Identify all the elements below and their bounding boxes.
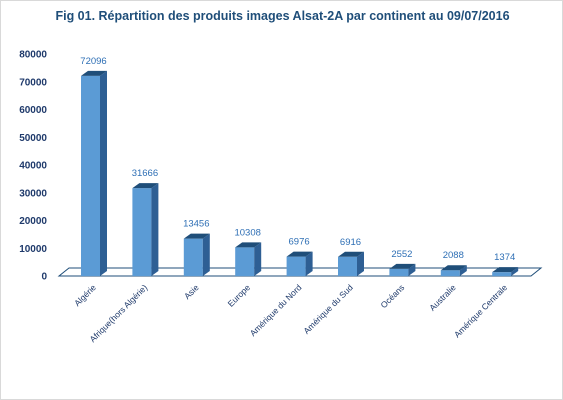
bar-1: [132, 183, 159, 276]
x-tick-label: Asie: [182, 282, 201, 301]
bar-side: [100, 70, 107, 277]
x-tick-label: Océans: [379, 282, 407, 310]
bar-front: [338, 256, 357, 276]
bar-top: [81, 70, 107, 76]
x-tick-label: Europe: [226, 282, 253, 309]
y-tick-label: 20000: [19, 216, 47, 227]
bar-3: [235, 242, 262, 276]
x-tick-label: Amérique Centrale: [452, 282, 509, 339]
bar-front: [81, 75, 100, 277]
bar-front: [389, 268, 409, 276]
data-label: 1374: [494, 252, 515, 263]
data-label: 2088: [443, 250, 464, 261]
data-label: 31666: [132, 168, 158, 179]
y-tick-label: 70000: [19, 77, 47, 88]
data-label: 72096: [80, 56, 106, 67]
chart-title: Fig 01. Répartition des produits images …: [55, 9, 510, 23]
bar-6: [389, 263, 416, 276]
bar-top: [132, 183, 159, 189]
bar-front: [235, 247, 255, 276]
data-label: 2552: [391, 249, 412, 260]
bar-front: [492, 272, 512, 276]
bar-top: [389, 263, 416, 269]
data-label: 10308: [234, 227, 260, 238]
y-tick-label: 10000: [19, 244, 47, 255]
y-tick-label: 80000: [19, 50, 47, 61]
bar-top: [235, 242, 262, 248]
y-tick-label: 30000: [19, 188, 47, 199]
bar-side: [254, 242, 262, 276]
bar-top: [440, 265, 467, 271]
y-tick-label: 50000: [19, 133, 47, 144]
bar-8: [492, 267, 519, 276]
bar-7: [440, 265, 467, 276]
y-tick-label: 0: [41, 272, 47, 283]
bar-top: [286, 251, 313, 257]
bar-2: [183, 233, 210, 276]
x-tick-label: Afrique(hors Algérie): [87, 282, 149, 344]
bar-side: [511, 267, 519, 276]
data-label: 6976: [289, 237, 310, 248]
bar-front: [286, 256, 306, 276]
bar-front: [132, 188, 152, 276]
bar-5: [338, 251, 364, 276]
x-tick-label: Australie: [427, 282, 458, 313]
bar-side: [202, 233, 210, 276]
bar-top: [183, 233, 210, 239]
bar-front: [183, 238, 203, 276]
bar-0: [81, 70, 107, 277]
data-label: 6916: [340, 237, 361, 248]
bar-side: [151, 183, 159, 276]
bar-side: [357, 251, 364, 276]
bar-4: [286, 251, 313, 276]
x-tick-label: Amérique du Sud: [301, 282, 355, 336]
data-label: 13456: [183, 219, 209, 230]
bar-front: [440, 270, 460, 276]
y-tick-label: 40000: [19, 161, 47, 172]
bar-top: [338, 251, 364, 257]
x-tick-label: Amérique du Nord: [248, 282, 304, 338]
bar-top: [492, 267, 519, 273]
x-tick-label: Algérie: [72, 282, 98, 308]
y-tick-label: 60000: [19, 105, 47, 116]
bar-side: [305, 251, 313, 276]
bar-side: [408, 263, 416, 276]
bar-side: [459, 265, 467, 276]
